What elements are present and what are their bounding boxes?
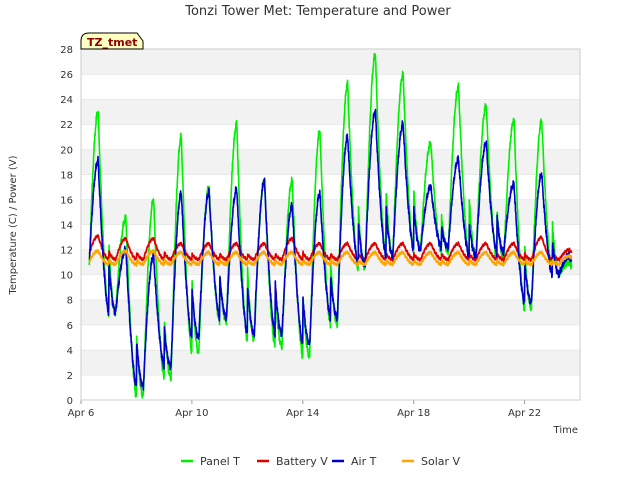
badge-text: TZ_tmet [87, 36, 137, 49]
legend-label: Panel T [200, 455, 240, 468]
plot-frame [80, 48, 581, 401]
plot-band [81, 349, 580, 375]
x-tick-label: Apr 14 [286, 408, 319, 419]
legend-label: Battery V [276, 455, 328, 468]
legend-label: Air T [351, 455, 377, 468]
y-axis-label: Temperature (C) / Power (V) [8, 155, 19, 295]
x-tick-label: Apr 10 [175, 408, 208, 419]
legend-label: Solar V [421, 455, 461, 468]
legend: Panel T Battery V Air T Solar V [181, 455, 461, 468]
x-axis: Apr 6 Apr 10 Apr 14 Apr 18 Apr 22 [68, 400, 541, 419]
chart-title: Tonzi Tower Met: Temperature and Power [184, 4, 451, 19]
plot-band [81, 174, 580, 200]
x-tick-label: Apr 6 [68, 408, 95, 419]
y-tick-label: 12 [60, 246, 73, 257]
plot-band [81, 49, 580, 75]
x-tick-label: Apr 22 [508, 408, 541, 419]
y-tick-label: 0 [67, 396, 73, 407]
y-tick-label: 20 [60, 145, 73, 156]
y-tick-label: 22 [60, 120, 73, 131]
plot-band [81, 324, 580, 350]
y-tick-label: 18 [60, 170, 73, 181]
y-tick-label: 24 [60, 95, 73, 106]
plot-band [81, 374, 580, 400]
series-line-air-t [88, 108, 573, 391]
station-badge: TZ_tmet [80, 32, 144, 50]
y-tick-label: 10 [60, 271, 73, 282]
plot-band [81, 149, 580, 175]
x-axis-label: Time [553, 425, 578, 436]
y-tick-label: 28 [60, 45, 73, 56]
badge-shape [80, 32, 144, 50]
series-lines [88, 52, 573, 399]
y-tick-label: 2 [67, 371, 73, 382]
plot-band [81, 99, 580, 125]
y-tick-label: 26 [60, 70, 73, 81]
y-tick-label: 6 [67, 321, 73, 332]
y-tick-label: 8 [67, 296, 73, 307]
plot-band [81, 74, 580, 100]
y-tick-label: 4 [67, 346, 73, 357]
x-tick-label: Apr 18 [397, 408, 430, 419]
y-tick-label: 16 [60, 195, 73, 206]
plot-band [81, 124, 580, 150]
y-tick-label: 14 [60, 221, 73, 232]
series-line-solar-v [88, 248, 573, 267]
